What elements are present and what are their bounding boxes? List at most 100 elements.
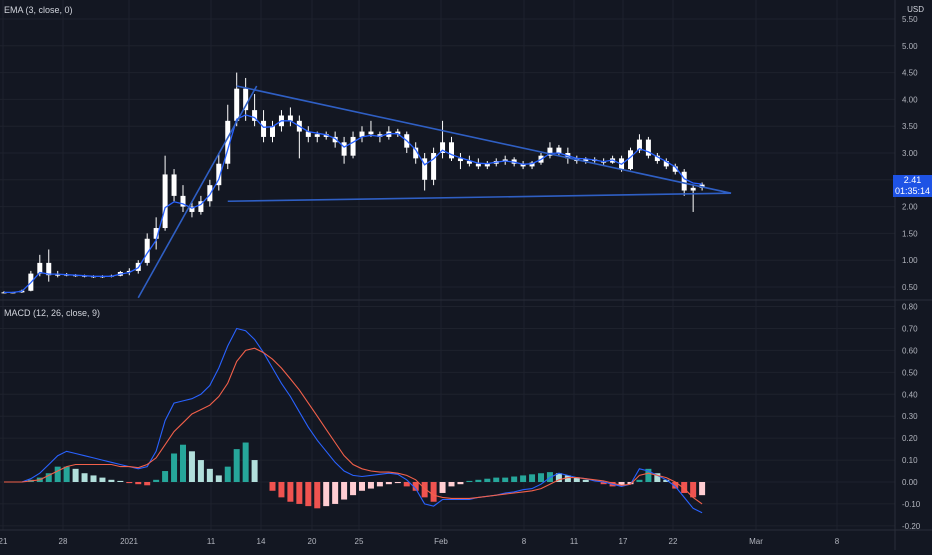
macd-histogram-bar [144,482,151,486]
macd-histogram-bar [681,482,688,493]
macd-histogram-bar [475,479,482,482]
macd-histogram-bar [305,482,312,507]
macd-tick-label: 0.20 [902,434,918,443]
price-tick-label: 1.50 [902,229,918,238]
candle-body [189,206,195,212]
candle-body [440,142,446,153]
candle-body [547,147,553,156]
macd-histogram-bar [54,466,61,482]
candle-body [323,134,329,137]
candle-body [529,162,535,167]
candle-body [672,166,678,172]
macd-histogram-bar [484,478,491,482]
bar-countdown: 01:35:14 [894,186,931,196]
x-tick-label: 22 [669,537,678,546]
macd-histogram-bar [412,482,419,491]
macd-histogram-bar [439,482,446,493]
price-tick-label: 5.00 [902,42,918,51]
macd-histogram-bar [376,482,383,487]
candle-body [252,110,258,121]
macd-histogram-bar [278,482,285,498]
candle-body [314,134,320,137]
macd-histogram-bar [430,482,437,502]
macd-histogram-bar [63,466,70,482]
macd-histogram-bar [367,482,374,489]
macd-tick-label: 0.10 [902,456,918,465]
macd-histogram-bar [90,475,97,482]
candle-body [636,139,642,151]
trendline [236,85,732,194]
macd-histogram-bar [314,482,321,509]
macd-histogram-bar [180,444,186,482]
macd-histogram-bar [72,468,79,482]
candle-body [377,134,383,137]
price-pane[interactable] [1,72,732,299]
macd-histogram-bar [403,482,410,487]
macd-tick-label: 0.00 [902,478,918,487]
macd-histogram-bar [359,482,365,491]
candle-body [431,153,437,180]
macd-pane[interactable] [4,327,706,514]
macd-tick-label: -0.10 [902,500,921,509]
macd-indicator-label[interactable]: MACD (12, 26, close, 9) [4,308,101,318]
candle-body [457,158,463,162]
x-tick-label: 8 [522,537,527,546]
candle-body [46,262,52,276]
candle-body [690,187,696,191]
candle-body [449,142,454,159]
x-tick-label: 17 [619,537,628,546]
x-tick-label: 28 [59,537,68,546]
macd-histogram-bar [108,479,115,482]
candle-body [243,88,249,111]
candle-body [583,159,589,162]
macd-tick-label: 0.50 [902,368,918,377]
macd-histogram-bar [636,479,643,482]
macd-histogram-bar [457,482,464,485]
macd-histogram-bar [233,449,240,482]
signal-line [4,347,703,505]
candle-body [270,126,275,137]
candle-body [261,120,267,137]
candle-body [216,163,222,186]
macd-histogram-bar [45,473,52,482]
macd-histogram-bar [242,442,249,482]
currency-label: USD [907,5,924,14]
macd-histogram-bar [645,468,652,482]
macd-histogram-bar [466,480,473,482]
candle-body [556,147,562,153]
candle-body [180,195,186,207]
price-tick-label: 5.50 [902,15,918,24]
x-tick-label: 11 [570,537,579,546]
macd-histogram-bar [555,473,562,482]
macd-histogram-bar [224,466,231,482]
candle-body [153,228,159,239]
macd-histogram-bar [600,482,607,485]
macd-histogram-bar [188,451,195,482]
macd-histogram-bar [350,482,357,496]
macd-histogram-bar [502,477,509,482]
trendline [137,85,258,299]
price-tick-label: 0.50 [902,283,918,292]
x-tick-label: 21 [0,537,8,546]
candle-body [234,88,240,121]
macd-histogram-bar [99,477,106,482]
candle-body [126,270,132,272]
macd-histogram-bar [171,453,178,482]
macd-histogram-bar [564,475,571,482]
candle-body [305,131,311,137]
price-tick-label: 1.00 [902,256,918,265]
price-tick-label: 3.00 [902,149,918,158]
macd-histogram-bar [197,460,204,482]
macd-histogram-bar [663,479,670,482]
candle-body [207,185,213,202]
macd-histogram-bar [385,482,392,485]
candle-body [466,161,472,164]
macd-histogram-bar [394,482,401,484]
candle-body [484,163,490,167]
price-tick-label: 3.50 [902,122,918,131]
macd-histogram-bar [493,477,500,482]
price-indicator-label[interactable]: EMA (3, close, 0) [4,5,73,15]
